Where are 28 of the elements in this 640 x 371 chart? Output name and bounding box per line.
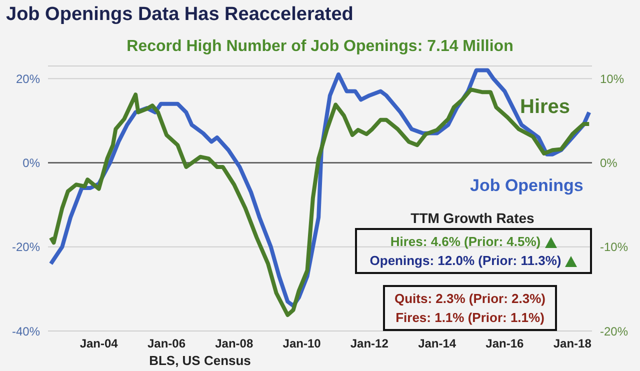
annotation: TTM Growth Rates xyxy=(410,210,536,226)
annotation: Openings: 12.0% (Prior: 11.3%) xyxy=(368,252,562,270)
text-box: Quits: 2.3% (Prior: 2.3%) Fires: 1.1% (Prior: 1.1%) xyxy=(383,285,557,331)
annotation: Quits: 2.3% (Prior: 2.3%) xyxy=(394,290,546,308)
text-box: Hires: 4.6% (Prior: 4.5%) Openings: 12.0% (Prior: 11.3%) xyxy=(355,228,592,274)
x-tick-label: Jan-06 xyxy=(148,336,186,351)
y2-tick-label: 0% xyxy=(600,156,618,170)
x-tick-label: Jan-10 xyxy=(282,336,322,351)
chart-subtitle: Record High Number of Job Openings: 7.14 Million xyxy=(126,38,514,56)
annotation: Hires: 4.6% (Prior: 4.5%) xyxy=(389,233,542,251)
chart-title: Job Openings Data Has Reaccelerated xyxy=(6,4,354,26)
x-tick-label: Jan-12 xyxy=(350,336,389,351)
y-tick-label: 20% xyxy=(16,72,40,86)
y-tick-label: -20% xyxy=(12,240,40,254)
y2-tick-label: -10% xyxy=(600,240,628,254)
text: Job Openings xyxy=(470,176,584,196)
x-tick-label: Jan-14 xyxy=(418,336,456,351)
x-tick-label: Jan-08 xyxy=(215,336,254,351)
y-tick-label: -40% xyxy=(12,324,40,338)
x-tick-label: Jan-04 xyxy=(80,336,118,351)
x-tick-label: Jan-16 xyxy=(486,336,524,351)
series-label: Hires xyxy=(520,96,570,119)
y-tick-label: 0% xyxy=(22,156,40,170)
x-tick-label: Jan-18 xyxy=(553,336,592,351)
text: BLS, US Census xyxy=(148,353,252,368)
y2-tick-label: 10% xyxy=(600,72,624,86)
annotation: Fires: 1.1% (Prior: 1.1%) xyxy=(394,309,546,327)
y2-tick-label: -20% xyxy=(600,324,628,338)
